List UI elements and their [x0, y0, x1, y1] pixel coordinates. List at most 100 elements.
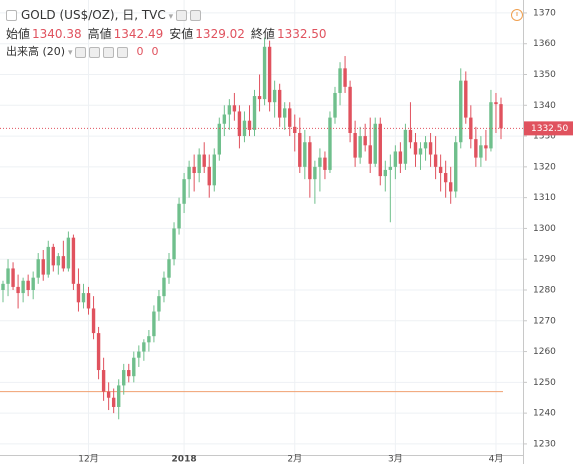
plot	[0, 37, 523, 420]
candle-body	[282, 108, 287, 118]
candle-body	[71, 237, 76, 284]
candle-body	[142, 342, 146, 352]
grid	[0, 0, 523, 455]
collapse-button[interactable]	[6, 10, 17, 21]
more-button[interactable]	[117, 46, 129, 58]
candle-body	[11, 268, 15, 287]
candle-body	[197, 154, 201, 174]
legend-header: GOLD (US$/OZ), 日, TVC ▾ 始値 1340.38 高値 1342.…	[6, 7, 333, 62]
x-tick-label: 2018	[172, 455, 197, 464]
candle-body	[111, 397, 116, 407]
candle-body	[6, 268, 10, 284]
candle-body	[433, 154, 438, 167]
candle-body	[308, 142, 312, 180]
candle-body	[413, 142, 418, 155]
candle-body	[443, 173, 448, 183]
ohlc-value: 1342.49	[113, 27, 164, 41]
candle-body	[51, 246, 56, 266]
candle-body	[338, 68, 342, 93]
price-label-box	[524, 121, 573, 136]
candle-body	[76, 283, 81, 303]
candle-body	[122, 370, 126, 386]
candle-body	[267, 46, 272, 103]
candle-body	[222, 114, 227, 124]
candle-body	[202, 154, 206, 167]
candle-body	[101, 370, 106, 392]
ohlc-label: 始値	[6, 27, 31, 41]
candle-body	[333, 92, 337, 118]
candle-body	[237, 111, 242, 137]
candle-body	[26, 280, 30, 290]
y-tick-label: 1370	[533, 8, 556, 18]
x-tick-label: 2月	[287, 454, 302, 464]
candle-body	[489, 102, 493, 149]
candle-body	[252, 96, 257, 130]
candle-body	[318, 157, 322, 167]
symbol: GOLD (US$/OZ), 日, TVC	[21, 8, 166, 22]
candle-body	[408, 129, 413, 143]
candle-body	[378, 123, 382, 177]
candle-body	[353, 132, 357, 158]
candle-body	[313, 166, 317, 180]
candle-body	[152, 311, 156, 337]
y-tick-label: 1280	[533, 285, 556, 295]
candle-body	[1, 283, 5, 290]
candle-body	[41, 259, 45, 275]
x-tick-label: 4月	[489, 454, 504, 464]
candle-body	[257, 96, 262, 100]
settings-button[interactable]	[176, 10, 188, 21]
candle-body	[393, 151, 398, 167]
candle-body	[157, 296, 161, 312]
candle-body	[242, 120, 247, 137]
candle-body	[66, 237, 71, 269]
candle-body	[277, 89, 282, 118]
y-tick-label: 1330	[533, 132, 556, 142]
candle-body	[358, 136, 362, 158]
remove-button[interactable]	[103, 46, 115, 58]
ohlc-label: 終値	[250, 27, 275, 41]
candle-body	[288, 108, 292, 127]
candle-body	[132, 357, 136, 377]
candle-body	[479, 145, 483, 158]
y-tick-label: 1360	[533, 39, 556, 49]
candle-body	[227, 105, 232, 115]
candle-body	[147, 336, 151, 343]
axes: 1230 1240 1250 1260 1270 1280 1290 1300 1310 1320…	[78, 8, 573, 464]
y-tick-label: 1320	[533, 162, 556, 172]
candle-body	[86, 293, 91, 309]
candle-body	[46, 246, 50, 275]
visibility-button[interactable]	[75, 46, 87, 58]
candle-body	[127, 370, 131, 377]
candle-body	[459, 80, 463, 143]
y-tick-label: 1350	[533, 70, 556, 80]
y-tick-label: 1240	[533, 409, 556, 419]
candle-body	[162, 277, 166, 297]
candle-body	[207, 166, 211, 186]
candle-body	[81, 293, 86, 303]
candle-body	[96, 333, 101, 371]
candle-body	[474, 139, 478, 158]
settings-button[interactable]	[89, 46, 101, 58]
alert-icon[interactable]	[511, 9, 523, 21]
close-button[interactable]	[190, 10, 202, 21]
candle-body	[36, 259, 40, 278]
y-tick-label: 1300	[533, 224, 556, 234]
candle-body	[217, 123, 222, 155]
candle-body	[262, 46, 267, 100]
y-tick-label: 1260	[533, 347, 556, 357]
y-tick-label: 1230	[533, 439, 556, 449]
candle-body	[212, 154, 216, 186]
candle-body	[328, 117, 332, 170]
y-tick-label: 1310	[533, 193, 556, 203]
candle-body	[454, 142, 458, 192]
candle-body	[21, 280, 25, 294]
candle-body	[56, 256, 61, 266]
candle-body	[343, 68, 347, 87]
candle-body	[348, 86, 352, 133]
y-tick-label: 1290	[533, 255, 556, 265]
candle-body	[418, 148, 423, 155]
candle-body	[177, 203, 181, 229]
candle-body	[116, 385, 121, 407]
